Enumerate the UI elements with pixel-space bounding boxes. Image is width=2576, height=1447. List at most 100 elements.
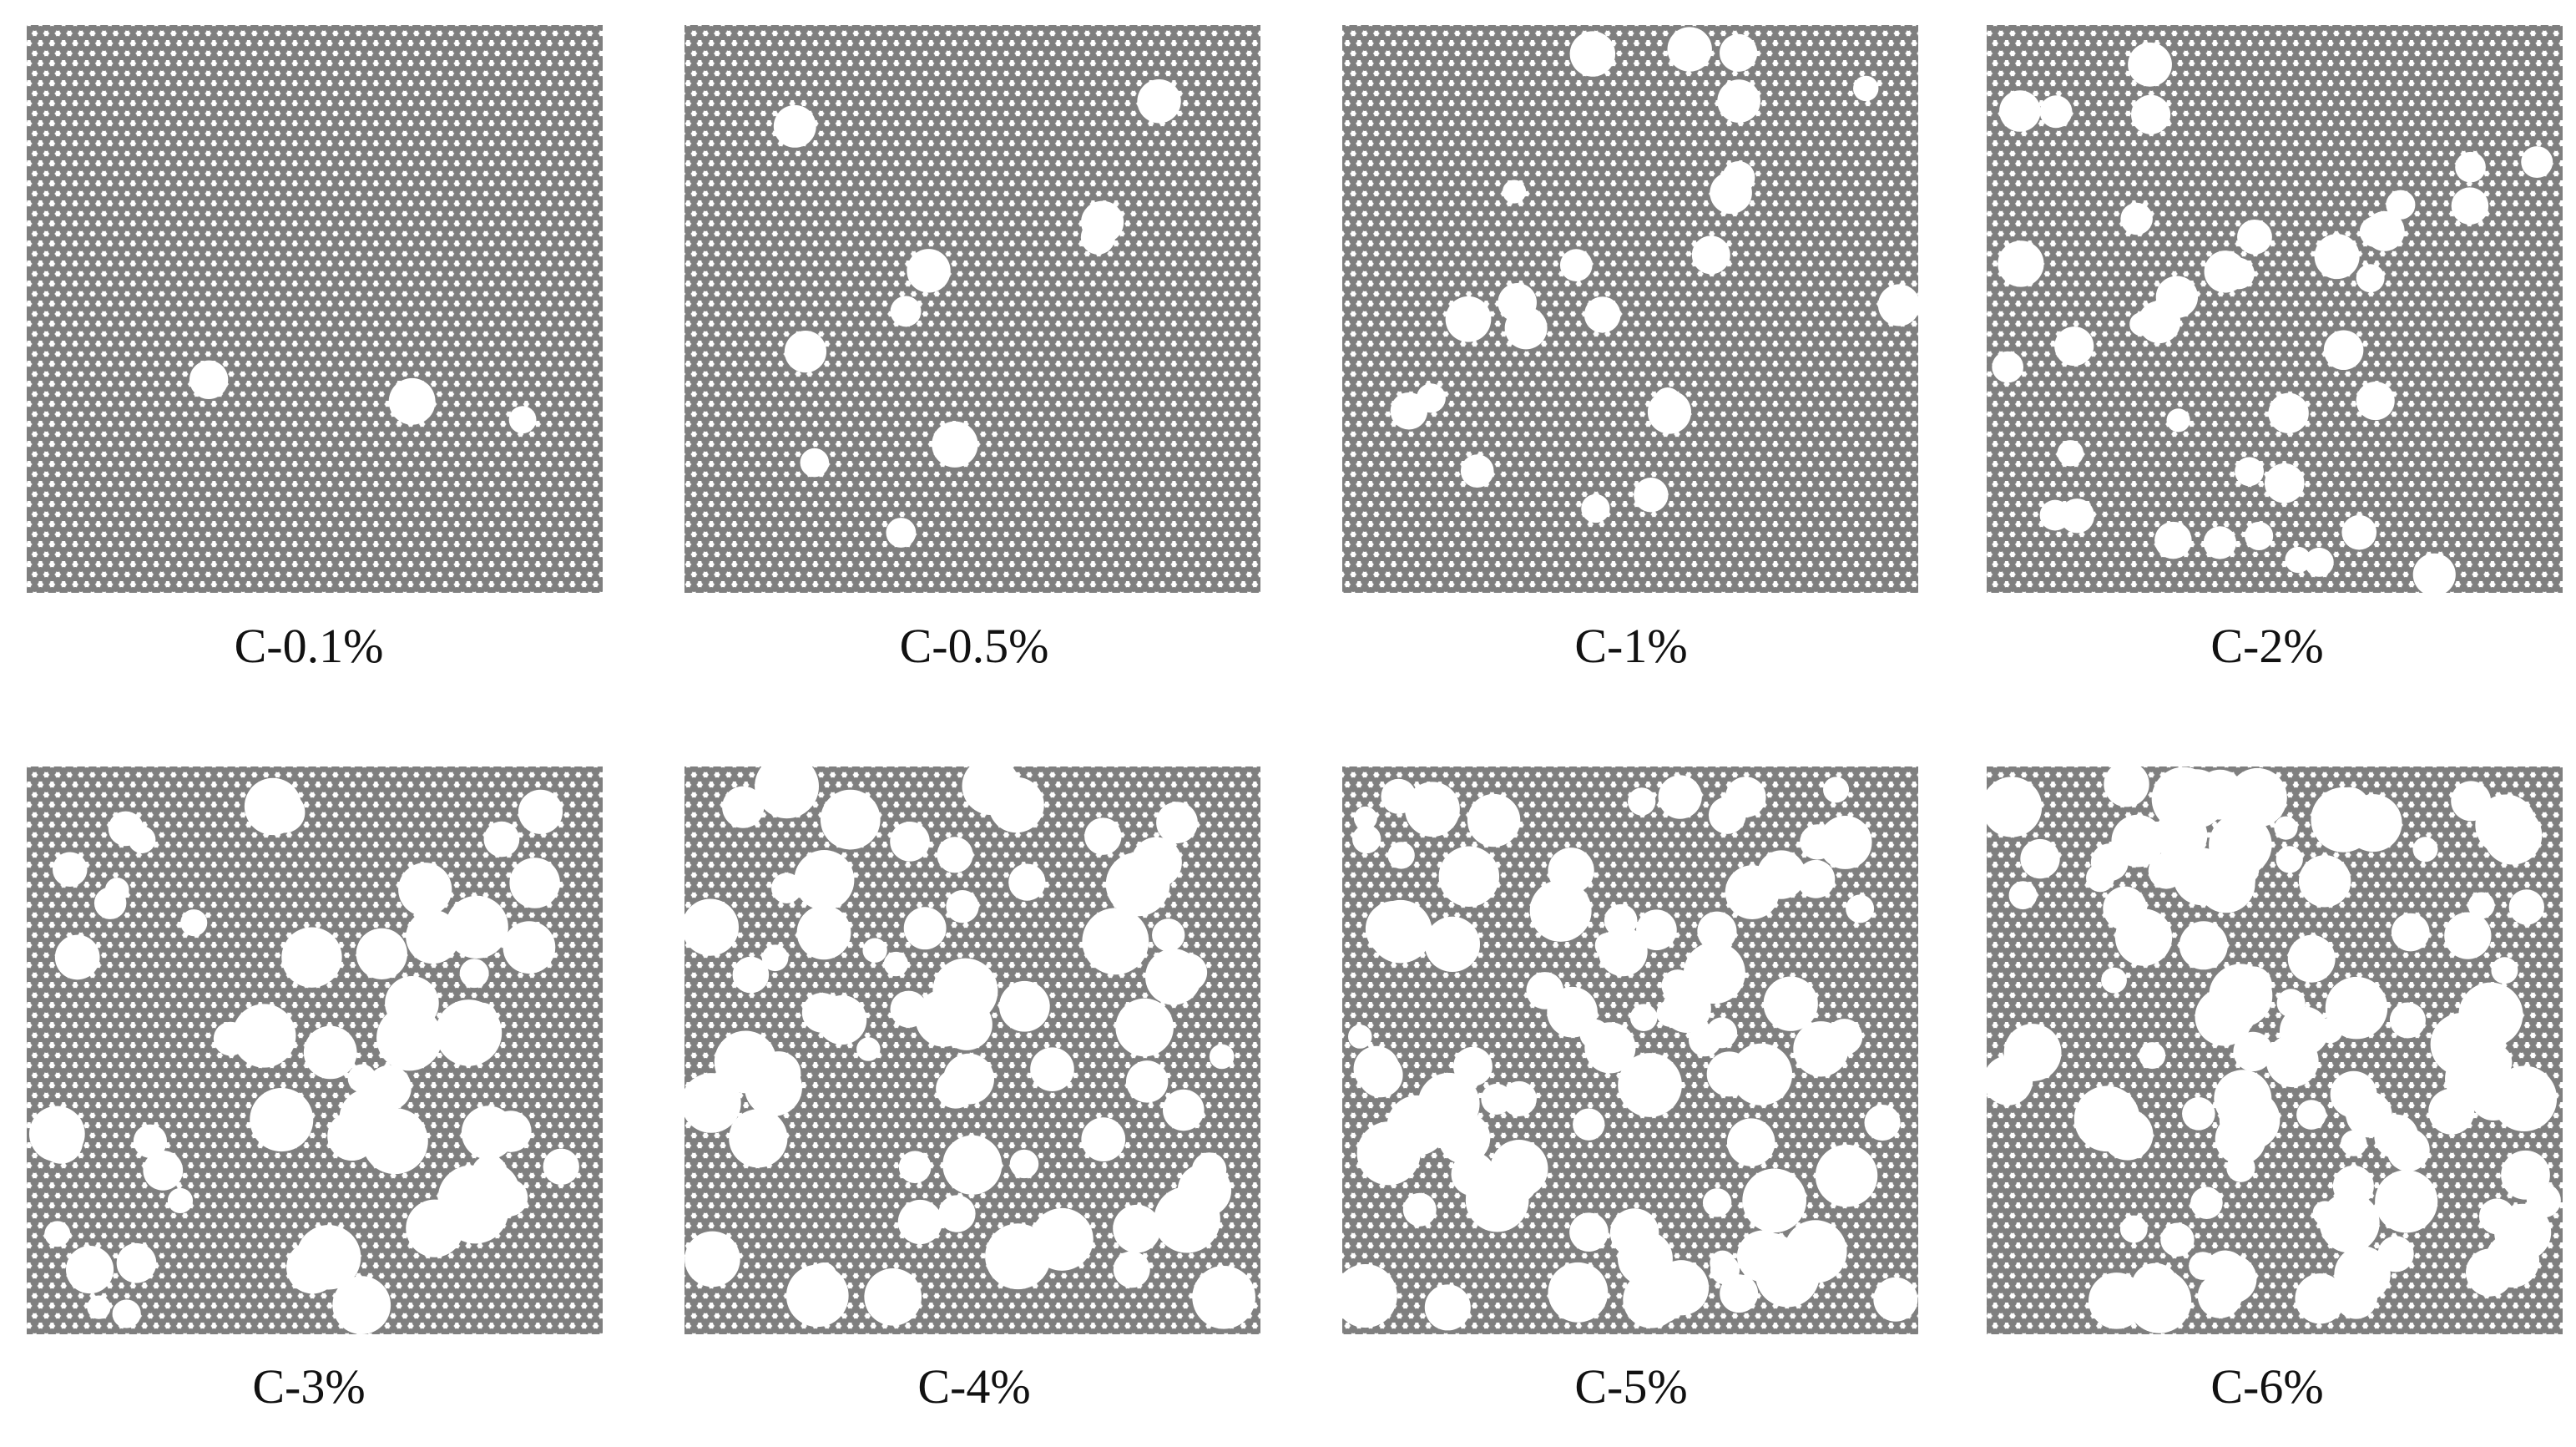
vacancy <box>104 878 129 902</box>
vacancy <box>1125 1060 1169 1103</box>
vacancy <box>1438 1111 1491 1164</box>
vacancy <box>2086 863 2114 893</box>
vacancy <box>864 1267 922 1326</box>
vacancy <box>1168 953 1208 992</box>
vacancy <box>44 1221 71 1247</box>
vacancy <box>1999 90 2041 132</box>
vacancy <box>543 1148 579 1185</box>
vacancy <box>1742 1168 1807 1233</box>
vacancy <box>1815 1144 1878 1207</box>
vacancy <box>2386 190 2416 220</box>
vacancy <box>817 994 867 1045</box>
vacancy <box>998 980 1050 1032</box>
vacancy <box>518 789 563 834</box>
panel-label: C-3% <box>252 1359 365 1414</box>
vacancy <box>1080 220 1115 255</box>
vacancy <box>2501 1150 2550 1200</box>
vacancy <box>2160 1222 2195 1257</box>
vacancy <box>932 421 978 468</box>
vacancy <box>1445 296 1492 342</box>
vacancy <box>437 1165 504 1232</box>
panel-label: C-4% <box>917 1359 1030 1414</box>
vacancy <box>946 890 979 923</box>
vacancy <box>303 1025 357 1080</box>
vacancy <box>327 1111 376 1161</box>
vacancy <box>773 104 816 148</box>
vacancy <box>2344 794 2402 853</box>
vacancy <box>2139 1042 2166 1070</box>
vacancy <box>509 858 560 908</box>
panel-label: C-2% <box>2210 619 2323 673</box>
vacancy <box>1629 1004 1658 1031</box>
vacancy <box>2203 526 2237 559</box>
vacancy <box>2182 1097 2215 1131</box>
lattice-panel <box>1333 767 1918 1334</box>
vacancy <box>2111 814 2164 868</box>
vacancy <box>897 1199 942 1245</box>
lattice-panel <box>1342 25 1921 593</box>
vacancy <box>2104 761 2149 807</box>
vacancy <box>1573 1108 1605 1141</box>
vacancy <box>1581 493 1610 524</box>
vacancy <box>1347 1025 1372 1049</box>
vacancy <box>2131 94 2171 134</box>
vacancy <box>2508 889 2545 925</box>
vacancy <box>883 951 909 977</box>
vacancy <box>2341 514 2377 550</box>
vacancy <box>796 905 851 960</box>
vacancy <box>1548 1262 1609 1323</box>
vacancy <box>2103 886 2148 931</box>
vacancy <box>684 1231 740 1288</box>
vacancy <box>2375 1170 2438 1233</box>
vacancy <box>483 821 520 858</box>
vacancy <box>1008 863 1046 901</box>
vacancy <box>1113 1251 1150 1288</box>
vacancy <box>1697 911 1737 951</box>
vacancy <box>2467 892 2495 919</box>
vacancy <box>366 1065 412 1111</box>
vacancy <box>2138 301 2181 344</box>
vacancy <box>962 756 1020 815</box>
vacancy <box>937 837 973 873</box>
vacancy <box>2316 1017 2343 1044</box>
vacancy <box>1634 478 1669 513</box>
vacancy <box>800 448 830 478</box>
vacancy <box>2245 521 2274 550</box>
lattice-panel <box>1981 761 2563 1334</box>
vacancy <box>2073 1085 2140 1152</box>
vacancy <box>1416 383 1446 413</box>
vacancy <box>2466 1248 2514 1297</box>
vacancy <box>2039 499 2071 531</box>
vacancy <box>2374 1114 2419 1159</box>
vacancy <box>886 518 917 548</box>
vacancy <box>1559 249 1593 281</box>
vacancy <box>1192 1265 1255 1329</box>
vacancy <box>1191 1152 1227 1187</box>
vacancy <box>2521 146 2553 179</box>
lattice-panel <box>684 25 1260 593</box>
vacancy <box>1424 1284 1471 1331</box>
vacancy <box>1405 782 1460 837</box>
vacancy <box>2233 1031 2273 1072</box>
lattice-panel <box>27 767 603 1335</box>
vacancy <box>1823 777 1850 803</box>
vacancy <box>1529 879 1592 942</box>
vacancy <box>39 1120 83 1164</box>
vacancy <box>915 989 972 1047</box>
vacancy <box>1661 969 1695 1002</box>
vacancy <box>862 938 887 963</box>
panel-label: C-5% <box>1574 1359 1687 1414</box>
vacancy <box>722 786 765 828</box>
vacancy <box>938 1195 976 1232</box>
vacancy <box>116 1242 157 1283</box>
vacancy <box>2228 853 2260 885</box>
vacancy <box>1688 1023 1722 1057</box>
vacancy <box>1658 775 1702 819</box>
vacancy <box>942 1135 1003 1195</box>
vacancy <box>250 1088 314 1152</box>
vacancy <box>2298 855 2351 908</box>
vacancy <box>794 850 855 911</box>
vacancy <box>2474 1044 2513 1081</box>
vacancy <box>1594 933 1620 959</box>
vacancy <box>264 792 306 833</box>
